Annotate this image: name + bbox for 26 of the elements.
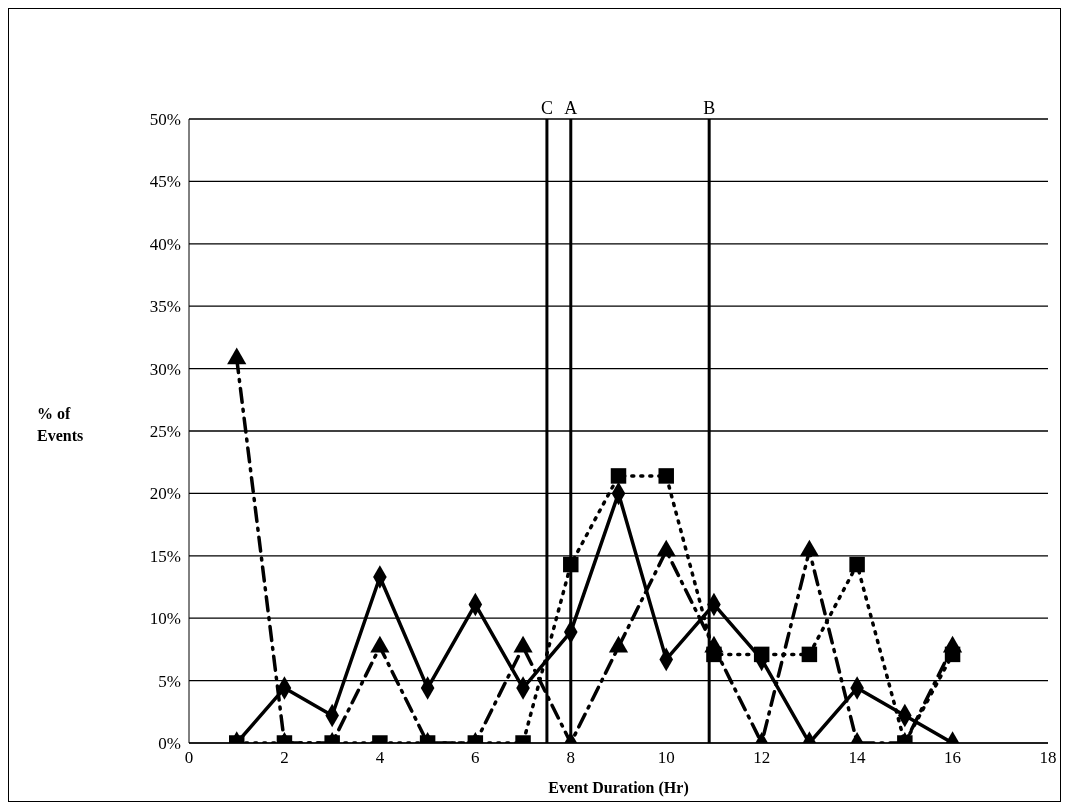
y-tick-label: 10% bbox=[149, 609, 181, 629]
y-tick-label: 20% bbox=[149, 484, 181, 504]
y-tick-label: 0% bbox=[158, 734, 181, 754]
y-tick-label: 30% bbox=[149, 359, 181, 379]
x-tick-label: 10 bbox=[657, 748, 675, 768]
ref-line-label: C bbox=[540, 98, 553, 118]
x-tick-label: 18 bbox=[1039, 748, 1057, 768]
x-tick-label: 4 bbox=[375, 748, 385, 768]
x-tick-label: 12 bbox=[753, 748, 771, 768]
x-tick-label: 0 bbox=[184, 748, 194, 768]
y-tick-label: 15% bbox=[149, 546, 181, 566]
y-tick-label: 40% bbox=[149, 234, 181, 254]
y-tick-label: 25% bbox=[149, 422, 181, 442]
y-tick-label: 45% bbox=[149, 172, 181, 192]
x-axis-title: Event Duration (Hr) bbox=[548, 779, 689, 797]
x-tick-label: 8 bbox=[566, 748, 576, 768]
y-tick-label: 35% bbox=[149, 297, 181, 317]
x-tick-label: 16 bbox=[944, 748, 962, 768]
x-tick-label: 2 bbox=[280, 748, 289, 768]
ref-line-label: A bbox=[564, 98, 578, 118]
ref-line-label: B bbox=[703, 98, 716, 118]
x-tick-label: 14 bbox=[848, 748, 867, 768]
y-tick-label: 5% bbox=[158, 671, 181, 691]
x-tick-label: 6 bbox=[471, 748, 480, 768]
y-axis-title: % of Events bbox=[37, 405, 84, 444]
y-tick-label: 50% bbox=[149, 110, 181, 130]
